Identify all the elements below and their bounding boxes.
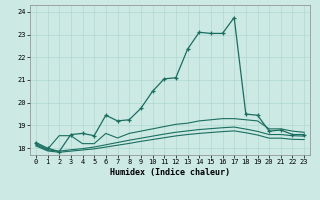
X-axis label: Humidex (Indice chaleur): Humidex (Indice chaleur) xyxy=(110,168,230,177)
